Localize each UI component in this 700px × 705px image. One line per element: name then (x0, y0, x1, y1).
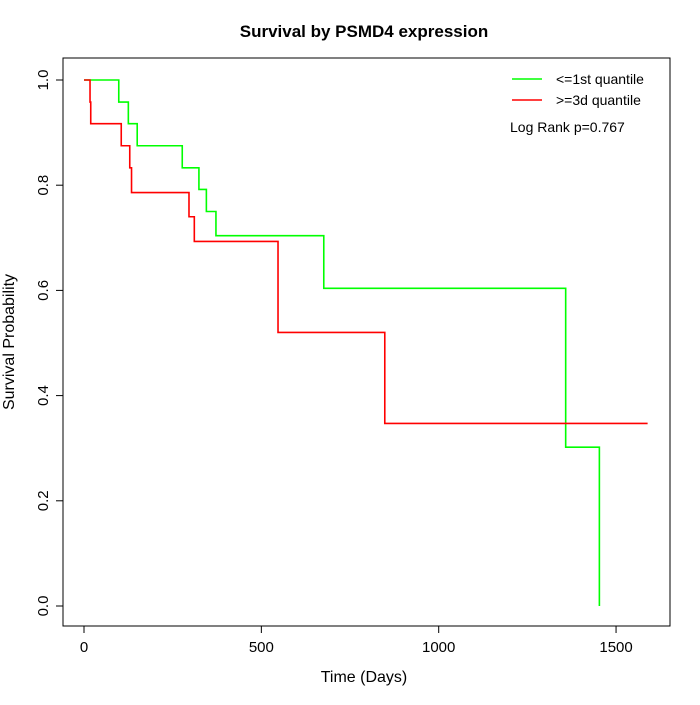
x-axis-label: Time (Days) (321, 669, 408, 686)
x-tick-label: 1000 (422, 639, 455, 656)
y-tick-label: 0.2 (35, 490, 52, 511)
log-rank-annotation: Log Rank p=0.767 (510, 119, 625, 135)
chart-title: Survival by PSMD4 expression (240, 22, 489, 41)
y-tick-label: 0.4 (35, 385, 52, 406)
x-tick-label: 0 (80, 639, 88, 656)
y-tick-label: 0.6 (35, 280, 52, 301)
y-tick-label: 1.0 (35, 70, 52, 91)
plot-frame (62, 57, 671, 627)
survival-curve-low (84, 79, 601, 606)
survival-curve-high (84, 79, 648, 425)
y-tick-label: 0.8 (35, 175, 52, 196)
y-tick-label: 0.0 (35, 596, 52, 617)
y-axis-label: Survival Probability (1, 274, 18, 410)
legend-label-high: >=3d quantile (556, 92, 641, 108)
legend: <=1st quantile >=3d quantile Log Rank p=… (510, 71, 644, 135)
x-tick-label: 1500 (599, 639, 632, 656)
x-tick-label: 500 (249, 639, 274, 656)
legend-label-low: <=1st quantile (556, 71, 644, 87)
